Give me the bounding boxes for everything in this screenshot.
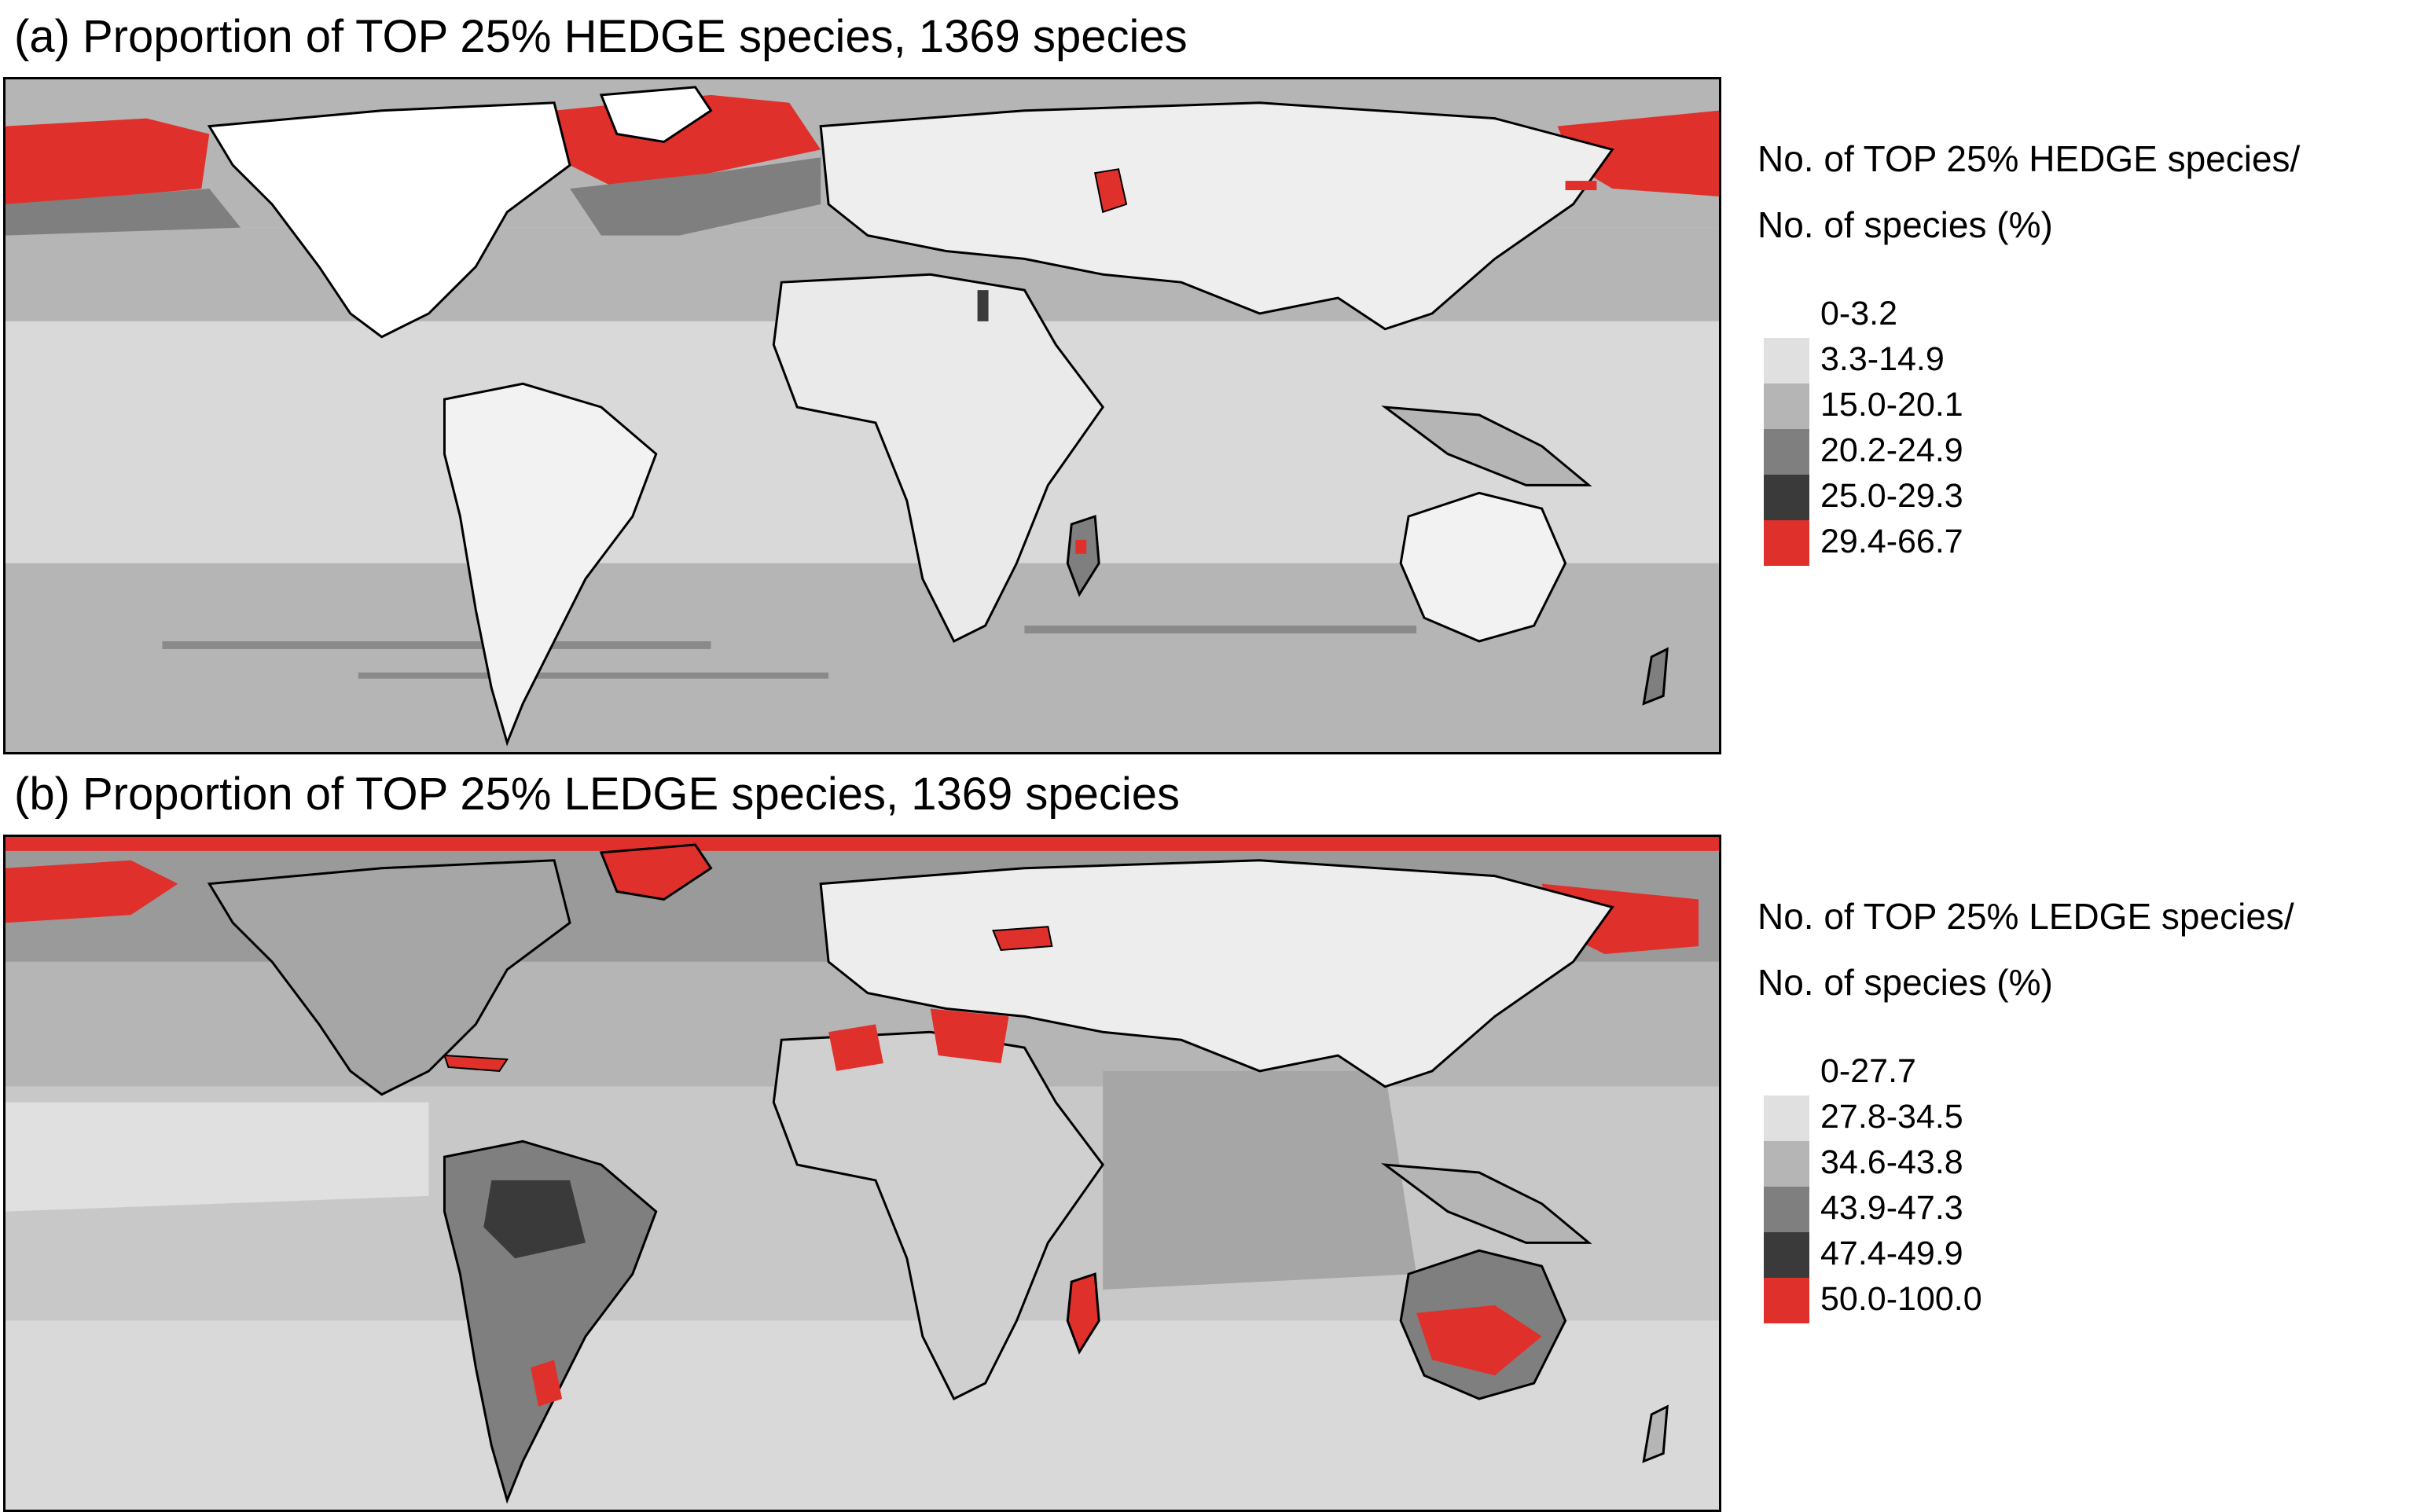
- panel-b-map-canvas: [6, 837, 1719, 1510]
- red-patagonia: [531, 1360, 563, 1407]
- legend-label: 0-27.7: [1820, 1052, 1916, 1090]
- legend-swatch: [1764, 1278, 1809, 1323]
- land-europe-asia: [819, 859, 1614, 1088]
- panel-a-legend-items: 0-3.2 3.3-14.9 15.0-20.1 20.2-24.9 25.0-…: [1757, 292, 2402, 566]
- legend-item: 27.8-34.5: [1757, 1095, 2402, 1141]
- legend-swatch: [1764, 338, 1809, 384]
- legend-label: 3.3-14.9: [1820, 340, 1945, 378]
- legend-item: 25.0-29.3: [1757, 475, 2402, 520]
- legend-label: 47.4-49.9: [1820, 1235, 1963, 1272]
- legend-swatch: [1764, 1187, 1809, 1232]
- land-madagascar: [1066, 1272, 1100, 1355]
- ocean-band-south-dark-1: [162, 640, 711, 649]
- legend-label: 25.0-29.3: [1820, 477, 1963, 515]
- red-black-sea: [992, 926, 1053, 952]
- panel-b-legend: No. of TOP 25% LEDGE species/ No. of spe…: [1757, 883, 2402, 1323]
- red-sahara-patch-2: [930, 1008, 1009, 1063]
- legend-item: 15.0-20.1: [1757, 384, 2402, 429]
- land-north-america: [207, 101, 571, 339]
- red-north-pacific-west: [6, 118, 210, 204]
- land-australia: [1399, 491, 1567, 643]
- legend-item: 0-27.7: [1757, 1050, 2402, 1095]
- panel-a-map-canvas: [6, 79, 1719, 752]
- legend-item: 20.2-24.9: [1757, 429, 2402, 475]
- panel-b-legend-items: 0-27.7 27.8-34.5 34.6-43.8 43.9-47.3 47.…: [1757, 1050, 2402, 1323]
- legend-item: 43.9-47.3: [1757, 1187, 2402, 1232]
- land-new-zealand: [1642, 1404, 1669, 1463]
- legend-label: 50.0-100.0: [1820, 1280, 1982, 1318]
- land-africa: [772, 273, 1105, 643]
- dark-north-atlantic: [570, 157, 821, 236]
- panel-a-legend: No. of TOP 25% HEDGE species/ No. of spe…: [1757, 126, 2402, 566]
- land-greenland: [599, 843, 713, 901]
- dark-north-pacific: [6, 189, 241, 236]
- legend-swatch: [1764, 520, 1809, 566]
- legend-swatch: [1764, 1050, 1809, 1095]
- red-caspian: [1094, 168, 1128, 214]
- land-southeast-asia-islands: [1381, 406, 1592, 486]
- legend-label: 29.4-66.7: [1820, 523, 1963, 560]
- ocean-indian-dark: [1103, 1070, 1417, 1290]
- legend-swatch: [1764, 429, 1809, 475]
- land-new-zealand: [1642, 647, 1669, 706]
- panel-b-legend-title-2: No. of species (%): [1757, 962, 2053, 1003]
- red-japan: [1565, 181, 1597, 191]
- ocean-band-south-dark-3: [358, 672, 829, 679]
- dark-sahara-spot: [977, 290, 989, 321]
- legend-swatch: [1764, 292, 1809, 338]
- legend-item: 3.3-14.9: [1757, 338, 2402, 384]
- red-madagascar-spot: [1075, 539, 1087, 554]
- red-north-pacific-west: [6, 860, 178, 923]
- ocean-band-south-dark-2: [1024, 626, 1417, 634]
- panel-a-title: (a) Proportion of TOP 25% HEDGE species,…: [14, 11, 1188, 62]
- legend-item: 0-3.2: [1757, 292, 2402, 338]
- red-north-pacific-east: [1557, 110, 1719, 196]
- red-australia-patch: [1416, 1305, 1542, 1376]
- red-cuba: [443, 1054, 509, 1072]
- legend-swatch: [1764, 1095, 1809, 1141]
- land-europe-asia: [819, 101, 1614, 331]
- legend-label: 43.9-47.3: [1820, 1189, 1963, 1227]
- legend-label: 0-3.2: [1820, 295, 1898, 332]
- land-south-america: [443, 382, 658, 747]
- panel-a-map: [3, 77, 1721, 754]
- legend-item: 29.4-66.7: [1757, 520, 2402, 566]
- legend-item: 50.0-100.0: [1757, 1278, 2402, 1323]
- legend-swatch: [1764, 1232, 1809, 1278]
- panel-b-map: [3, 835, 1721, 1512]
- ocean-east-pacific-light: [6, 1102, 429, 1212]
- land-madagascar: [1066, 515, 1100, 597]
- land-greenland: [599, 86, 713, 144]
- land-north-america: [207, 859, 571, 1096]
- land-southeast-asia-islands: [1381, 1163, 1592, 1244]
- red-arctic-strip: [6, 837, 1719, 851]
- legend-label: 34.6-43.8: [1820, 1143, 1963, 1181]
- legend-item: 34.6-43.8: [1757, 1141, 2402, 1187]
- land-africa: [772, 1030, 1105, 1400]
- panel-a-legend-title-1: No. of TOP 25% HEDGE species/: [1757, 138, 2301, 179]
- red-sahara-patch-1: [828, 1024, 883, 1071]
- legend-swatch: [1764, 1141, 1809, 1187]
- legend-swatch: [1764, 475, 1809, 520]
- panel-b-title: (b) Proportion of TOP 25% LEDGE species,…: [14, 769, 1181, 820]
- legend-label: 15.0-20.1: [1820, 386, 1963, 424]
- dark-amazon: [483, 1180, 586, 1259]
- legend-item: 47.4-49.9: [1757, 1232, 2402, 1278]
- legend-swatch: [1764, 384, 1809, 429]
- legend-label: 27.8-34.5: [1820, 1098, 1963, 1136]
- legend-label: 20.2-24.9: [1820, 431, 1963, 469]
- panel-a-legend-title-2: No. of species (%): [1757, 204, 2053, 245]
- panel-b-legend-title-1: No. of TOP 25% LEDGE species/: [1757, 896, 2294, 937]
